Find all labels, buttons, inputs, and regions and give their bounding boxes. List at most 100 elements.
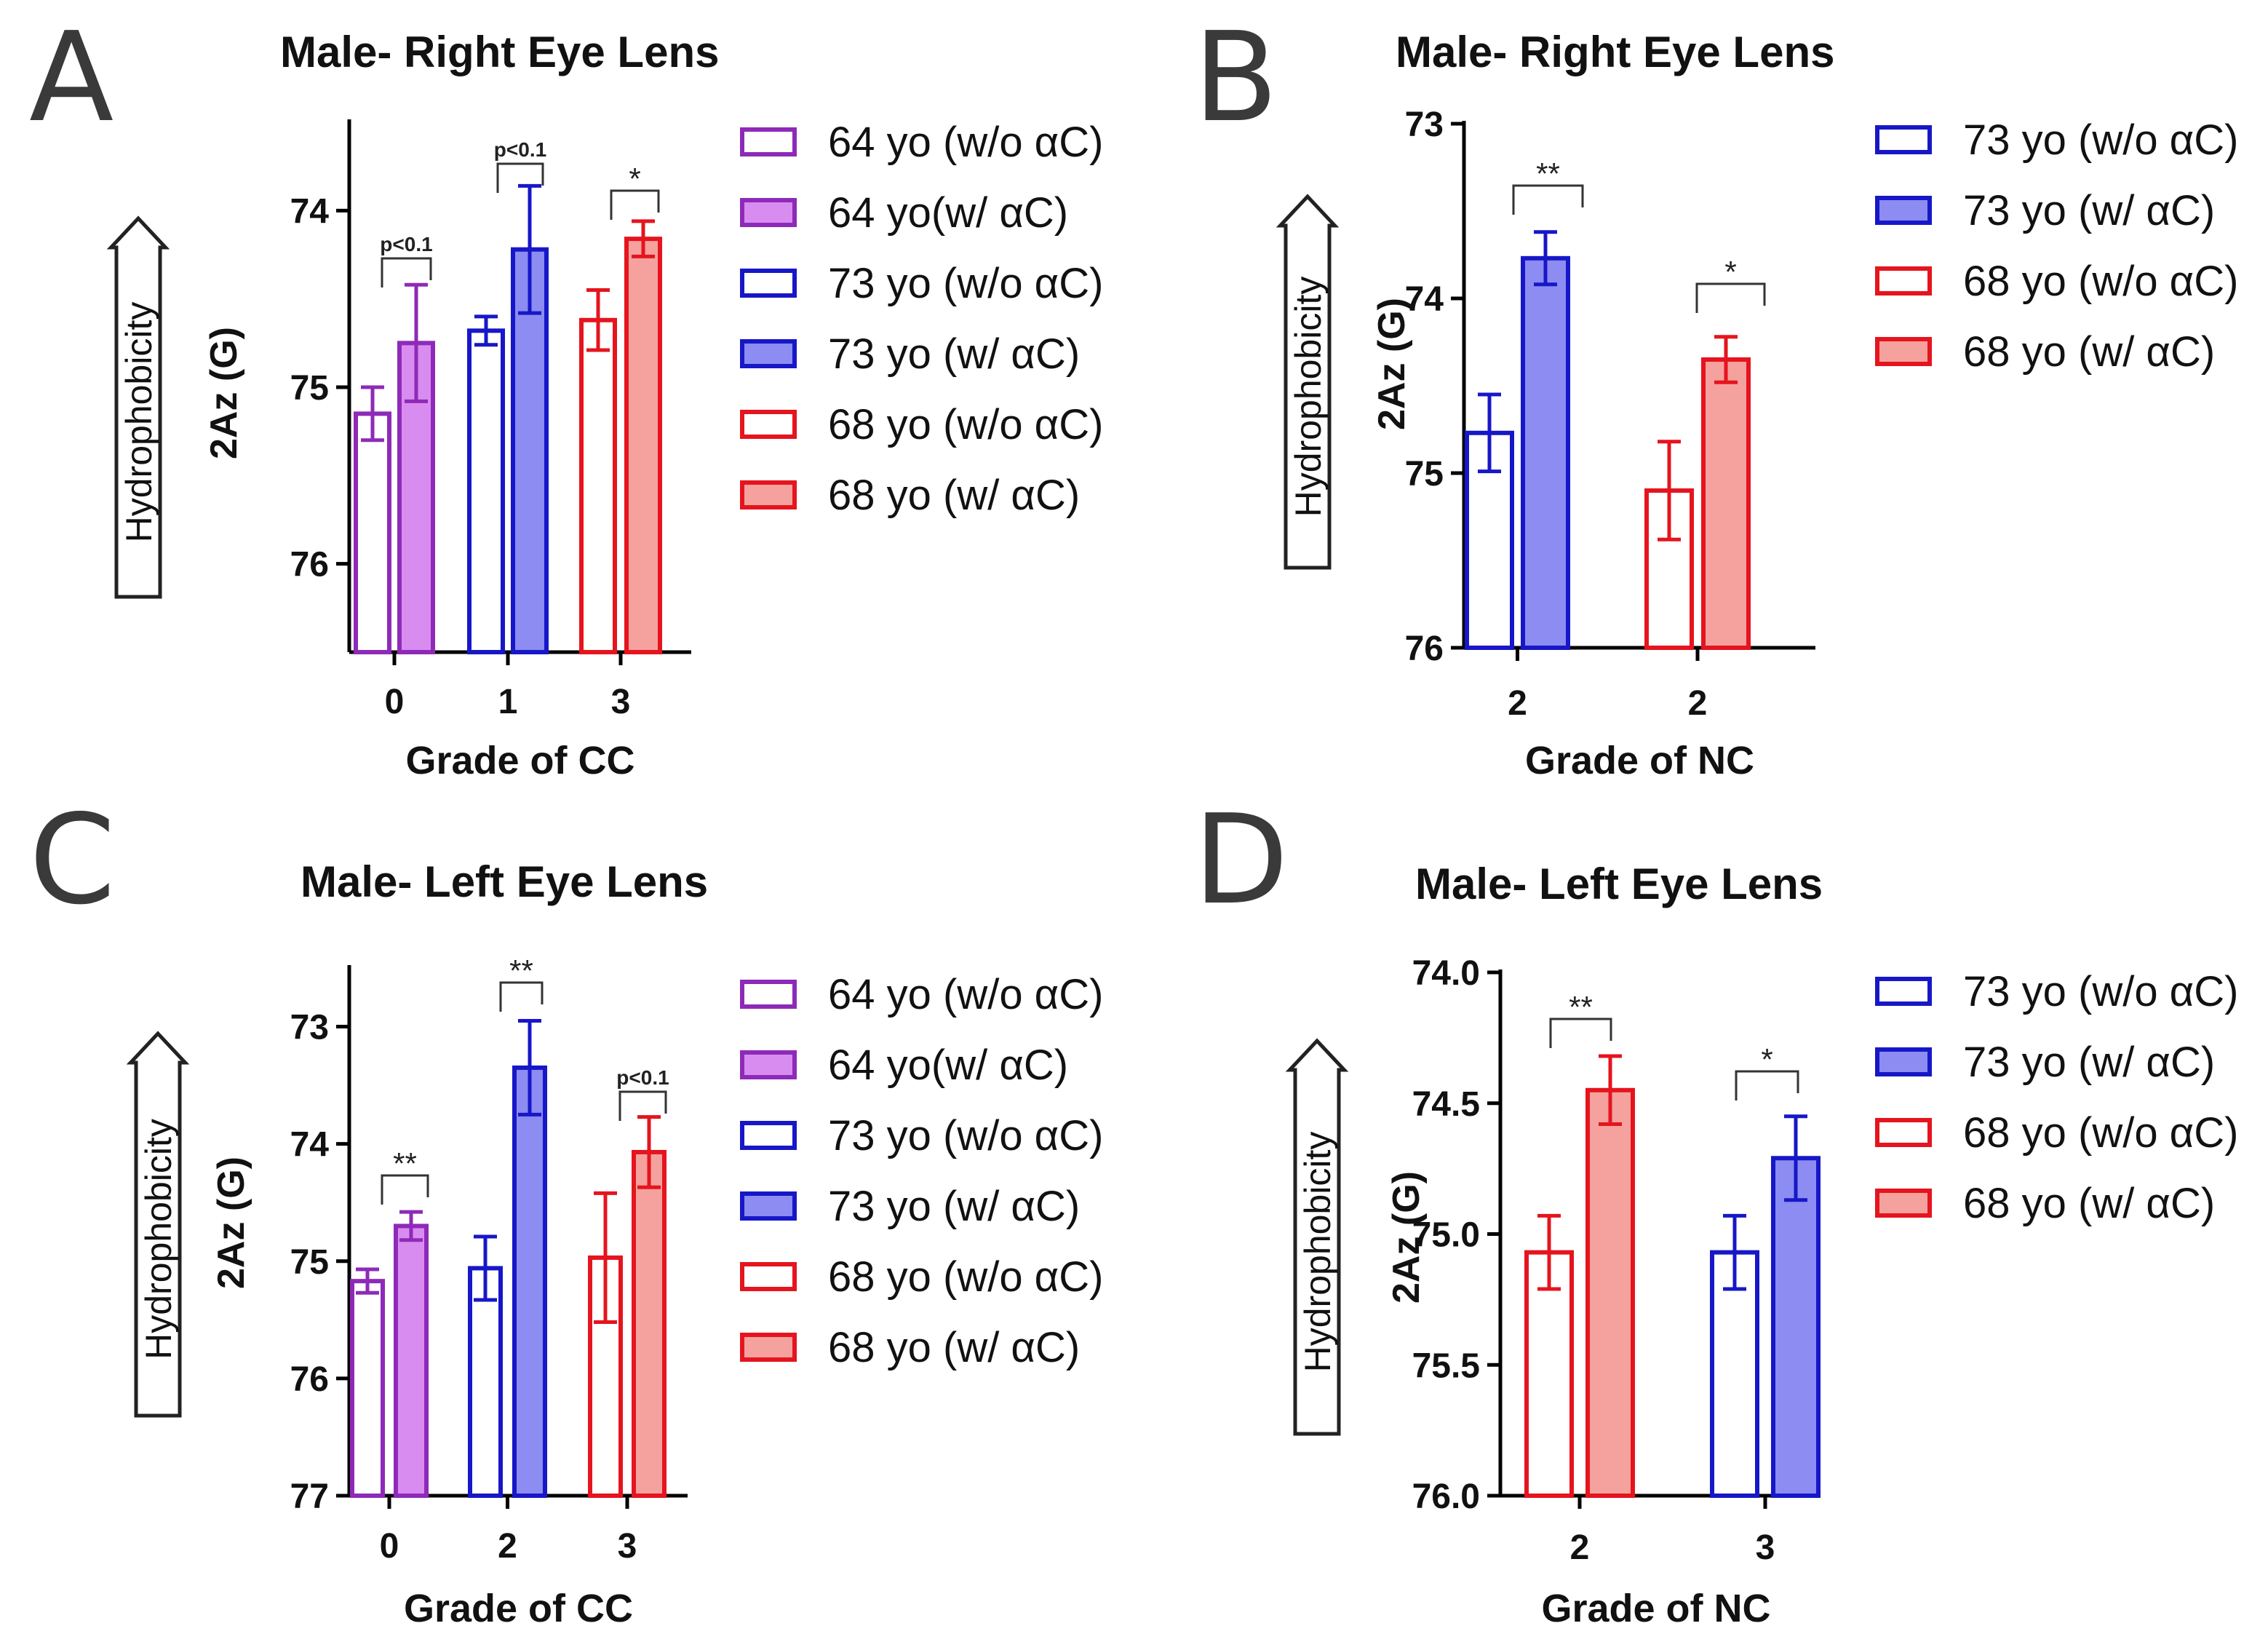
significance-label: * bbox=[629, 162, 640, 196]
significance-label: p<0.1 bbox=[380, 233, 432, 255]
legend-label: 73 yo (w/o αC) bbox=[1963, 968, 2238, 1015]
x-tick-label: 3 bbox=[618, 1527, 637, 1566]
significance-bracket bbox=[1735, 1070, 1799, 1100]
legend-label: 68 yo (w/o αC) bbox=[1963, 1109, 2238, 1157]
y-tick-label: 74.0 bbox=[1412, 954, 1480, 993]
hydrophobicity-arrow bbox=[1276, 194, 1340, 570]
legend-swatch bbox=[740, 480, 797, 509]
chart-title: Male- Left Eye Lens bbox=[301, 857, 708, 906]
bar bbox=[624, 237, 662, 655]
significance-label: * bbox=[1761, 1042, 1772, 1076]
legend-swatch bbox=[740, 1191, 797, 1221]
x-tick-label: 2 bbox=[1688, 684, 1708, 723]
x-axis-label: Grade of NC bbox=[1541, 1587, 1770, 1630]
legend-swatch bbox=[740, 1262, 797, 1291]
y-tick-label: 76 bbox=[1405, 630, 1444, 668]
significance-bracket bbox=[381, 257, 432, 287]
y-axis-label: 2Az (G) bbox=[210, 1157, 252, 1289]
y-tick-label: 74 bbox=[290, 192, 330, 231]
hydrophobicity-label: Hydrophobicity bbox=[138, 1119, 179, 1360]
y-tick-label: 74.5 bbox=[1412, 1085, 1480, 1124]
significance-label: ** bbox=[1536, 156, 1560, 191]
hydrophobicity-label: Hydrophobicity bbox=[1288, 277, 1329, 517]
legend-swatch bbox=[740, 1333, 797, 1362]
y-tick-label: 75.5 bbox=[1412, 1346, 1480, 1385]
significance-bracket bbox=[499, 981, 544, 1012]
y-tick-label: 75 bbox=[290, 369, 329, 408]
bar bbox=[512, 1065, 547, 1498]
bar bbox=[1771, 1156, 1821, 1498]
legend-swatch bbox=[1875, 125, 1932, 154]
bar bbox=[350, 1279, 385, 1498]
chart-title: Male- Right Eye Lens bbox=[280, 28, 719, 76]
legend-label: 73 yo (w/ αC) bbox=[1963, 187, 2215, 234]
legend-label: 64 yo (w/o αC) bbox=[828, 971, 1103, 1018]
chart-title: Male- Right Eye Lens bbox=[1396, 28, 1834, 76]
significance-bracket bbox=[1549, 1018, 1612, 1048]
y-tick-label: 73 bbox=[290, 1009, 329, 1047]
y-axis-label: 2Az (G) bbox=[203, 327, 245, 459]
chart-title: Male- Left Eye Lens bbox=[1415, 860, 1823, 908]
panel-letter: D bbox=[1193, 788, 1289, 932]
y-axis-label: 2Az (G) bbox=[1385, 1171, 1428, 1304]
significance-label: p<0.1 bbox=[616, 1066, 669, 1089]
legend-swatch bbox=[1875, 1189, 1932, 1218]
panel-letter: B bbox=[1193, 6, 1278, 150]
legend-swatch bbox=[1875, 1047, 1932, 1076]
legend-label: 64 yo(w/ αC) bbox=[828, 1042, 1068, 1089]
x-axis-label: Grade of CC bbox=[405, 739, 634, 782]
legend-swatch bbox=[740, 269, 797, 298]
x-tick-label: 2 bbox=[498, 1527, 517, 1566]
legend-label: 68 yo (w/ αC) bbox=[828, 472, 1080, 519]
x-tick-label: 0 bbox=[380, 1527, 399, 1566]
y-tick-label: 74 bbox=[290, 1126, 330, 1165]
bar bbox=[1701, 357, 1751, 650]
bar bbox=[579, 317, 617, 654]
x-tick-label: 0 bbox=[385, 683, 405, 721]
significance-bracket bbox=[381, 1174, 429, 1205]
significance-label: ** bbox=[393, 1146, 417, 1181]
legend-swatch bbox=[740, 410, 797, 439]
legend-label: 68 yo (w/ αC) bbox=[828, 1324, 1080, 1371]
bar bbox=[468, 1266, 503, 1498]
bar bbox=[394, 1223, 429, 1498]
x-tick-label: 1 bbox=[498, 683, 518, 721]
legend-swatch bbox=[1875, 266, 1932, 296]
x-tick-label: 2 bbox=[1570, 1528, 1590, 1567]
panel-letter: A bbox=[29, 6, 114, 150]
bar bbox=[354, 411, 391, 655]
panel-letter: C bbox=[29, 788, 116, 932]
panel-b: B Male- Right Eye Lens 73 74 75 76 2 2 Grade of … bbox=[1193, 6, 2238, 782]
legend-swatch bbox=[740, 339, 797, 368]
panel-d: D Male- Left Eye Lens 74.0 74.5 75.0 75.5 76.0… bbox=[1193, 788, 2238, 1630]
legend-label: 73 yo (w/o αC) bbox=[828, 260, 1103, 307]
legend-swatch bbox=[1875, 1118, 1932, 1147]
bar bbox=[467, 328, 505, 654]
y-tick-label: 75 bbox=[290, 1243, 329, 1282]
bar bbox=[511, 247, 549, 655]
legend-label: 68 yo (w/ αC) bbox=[1963, 328, 2215, 376]
legend-label: 64 yo(w/ αC) bbox=[828, 189, 1068, 237]
hydrophobicity-arrow bbox=[106, 215, 170, 599]
legend-label: 68 yo (w/ αC) bbox=[1963, 1180, 2215, 1227]
legend-swatch bbox=[740, 1121, 797, 1150]
legend-swatch bbox=[740, 980, 797, 1009]
legend-label: 73 yo (w/ αC) bbox=[1963, 1039, 2215, 1086]
legend-swatch bbox=[1875, 337, 1932, 366]
significance-bracket bbox=[618, 1090, 667, 1121]
hydrophobicity-label: Hydrophobicity bbox=[119, 302, 159, 543]
y-tick-label: 75.0 bbox=[1412, 1216, 1480, 1255]
x-axis-label: Grade of NC bbox=[1525, 739, 1754, 782]
y-tick-label: 73 bbox=[1405, 106, 1444, 144]
y-tick-label: 75 bbox=[1405, 455, 1444, 493]
hydrophobicity-arrow bbox=[126, 1031, 190, 1418]
legend-label: 73 yo (w/ αC) bbox=[828, 1183, 1080, 1230]
legend-label: 73 yo (w/o αC) bbox=[1963, 116, 2238, 164]
panel-c: C Male- Left Eye Lens 73 74 75 76 77 0 2 3 Grade o… bbox=[29, 788, 1103, 1630]
significance-label: * bbox=[1724, 255, 1736, 289]
panel-a: A Male- Right Eye Lens 74 75 76 0 1 3 Grade of C… bbox=[29, 6, 1103, 782]
bar bbox=[1521, 255, 1570, 650]
significance-label: p<0.1 bbox=[494, 138, 546, 161]
x-tick-label: 3 bbox=[611, 683, 631, 721]
